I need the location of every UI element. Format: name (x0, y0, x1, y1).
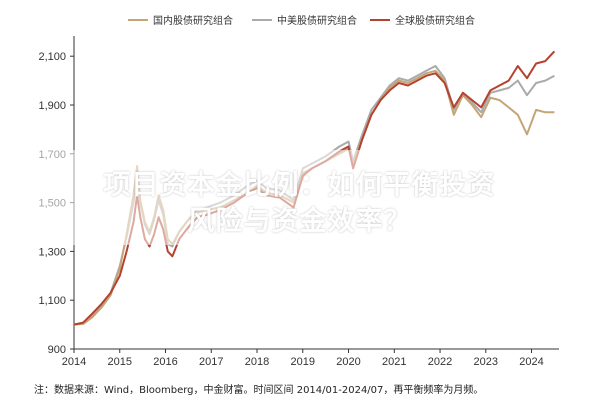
source-note: 注：数据来源：Wind，Bloomberg，中金财富。时间区间 2014/01-… (34, 383, 483, 396)
x-tick-label: 2021 (382, 356, 406, 368)
x-tick-label: 2018 (245, 356, 269, 368)
legend-label: 国内股债研究组合 (153, 14, 233, 27)
y-tick-label: 1,100 (38, 295, 66, 307)
x-tick-label: 2014 (62, 356, 86, 368)
chart-legend: 国内股债研究组合 中美股债研究组合 全球股债研究组合 (128, 14, 475, 27)
x-tick-label: 2020 (336, 356, 360, 368)
overlay-title-line1: 项目资本金比例：如何平衡投资 (103, 170, 496, 201)
x-tick-label: 2019 (291, 356, 315, 368)
legend-label: 中美股债研究组合 (277, 14, 357, 27)
y-tick-label: 900 (48, 344, 66, 356)
legend-label: 全球股债研究组合 (395, 14, 475, 27)
y-tick-label: 1,300 (38, 246, 66, 258)
y-tick-label: 1,900 (38, 100, 66, 112)
x-axis: 2014 2015 2016 2017 2018 2019 2020 2021 2022 2023… (62, 348, 559, 368)
x-tick-label: 2016 (153, 356, 177, 368)
x-tick-label: 2023 (474, 356, 498, 368)
watermark-banner (0, 150, 599, 245)
x-tick-label: 2015 (108, 356, 132, 368)
x-tick-label: 2017 (199, 356, 223, 368)
x-tick-label: 2022 (428, 356, 452, 368)
overlay-title-line2: 风险与资金效率？ (187, 206, 412, 237)
y-tick-label: 2,100 (38, 51, 66, 63)
x-tick-label: 2024 (519, 356, 543, 368)
